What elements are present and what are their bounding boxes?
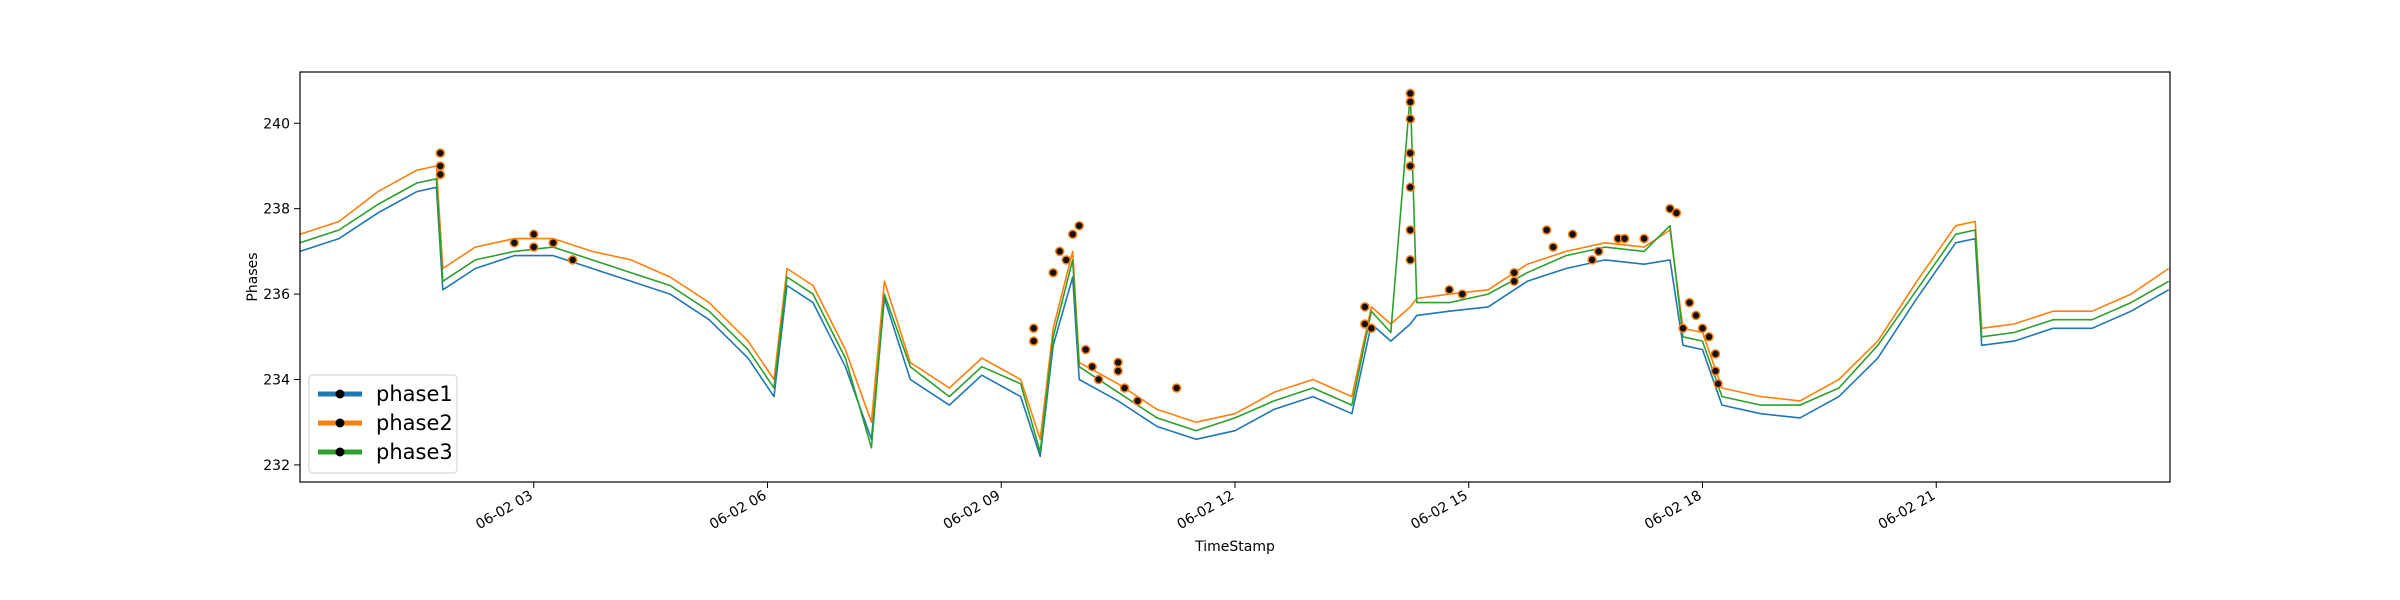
anomaly-marker [1405,114,1416,124]
legend-marker-phase3 [335,447,345,457]
series-line-phase2 [299,165,2170,441]
anomaly-marker [1054,246,1065,257]
anomaly-marker [1087,361,1097,372]
anomaly-marker [1710,366,1721,376]
anomaly-marker [1113,366,1123,376]
legend: phase1 phase2 phase3 [308,374,458,474]
anomaly-marker [567,255,578,265]
anomaly-marker [1697,323,1708,334]
anomaly-marker [1509,276,1519,287]
series-line-phase3 [299,92,2170,453]
anomaly-marker [1691,310,1701,321]
plot-lines [299,92,2170,458]
anomaly-marker [1405,97,1416,107]
y-tick-label: 236 [263,287,290,303]
anomaly-marker [1587,255,1597,265]
x-axis-title: TimeStamp [1194,539,1275,555]
anomaly-marker [1061,255,1071,265]
anomaly-marker [435,148,446,158]
anomaly-marker [1678,323,1688,334]
anomaly-marker [1093,374,1104,385]
anomaly-marker [1171,383,1182,393]
anomaly-marker [1619,233,1630,244]
anomaly-marker [529,229,539,240]
anomaly-marker [1704,332,1714,342]
anomaly-marker [1713,379,1723,389]
series-line-phase1 [299,186,2170,458]
anomaly-marker [1405,148,1416,158]
y-axis: 232 234 236 238 240 [263,116,300,474]
anomaly-marker [1048,267,1058,278]
anomaly-marker [1405,182,1416,193]
anomaly-marker [529,242,539,252]
y-tick-label: 232 [263,458,290,474]
anomaly-marker [1366,323,1377,334]
legend-marker-phase2 [335,418,345,428]
anomaly-marker [1710,349,1721,359]
anomaly-marker [1028,323,1039,334]
anomaly-marker [1113,357,1123,368]
y-tick-label: 240 [263,116,290,132]
anomaly-marker [1028,336,1039,346]
anomaly-marker [1444,285,1455,295]
anomaly-marker [1593,246,1604,257]
anomaly-marker [1405,255,1416,265]
anomaly-marker [1457,289,1468,299]
anomaly-marker [1639,233,1649,244]
anomaly-marker [1541,225,1552,235]
anomaly-marker [1360,319,1370,329]
anomaly-marker [1405,225,1416,235]
anomaly-marker [1119,383,1130,393]
legend-label-phase2: phase2 [376,411,453,435]
anomaly-marker [548,238,558,248]
anomaly-marker [435,169,446,180]
anomaly-marker [1684,297,1695,308]
y-tick-label: 238 [263,202,290,218]
anomaly-marker [1405,161,1416,171]
anomaly-marker [1665,203,1675,214]
anomaly-marker [1360,302,1370,312]
anomaly-marker [1567,229,1578,240]
plot-markers [435,88,1723,406]
legend-marker-phase1 [335,389,345,399]
anomaly-marker [1671,208,1682,218]
y-tick-label: 234 [263,373,290,389]
anomaly-marker [1080,344,1091,355]
anomaly-marker [1132,396,1143,406]
legend-box [308,374,458,474]
anomaly-marker [1548,242,1558,252]
y-axis-title: Phases [245,252,261,301]
anomaly-marker [509,238,520,248]
anomaly-marker [1405,88,1416,99]
anomaly-marker [435,161,446,171]
anomaly-marker [1509,267,1519,278]
anomaly-marker [1074,220,1084,231]
legend-label-phase3: phase3 [376,440,453,464]
legend-label-phase1: phase1 [376,382,453,406]
anomaly-marker [1067,229,1078,240]
